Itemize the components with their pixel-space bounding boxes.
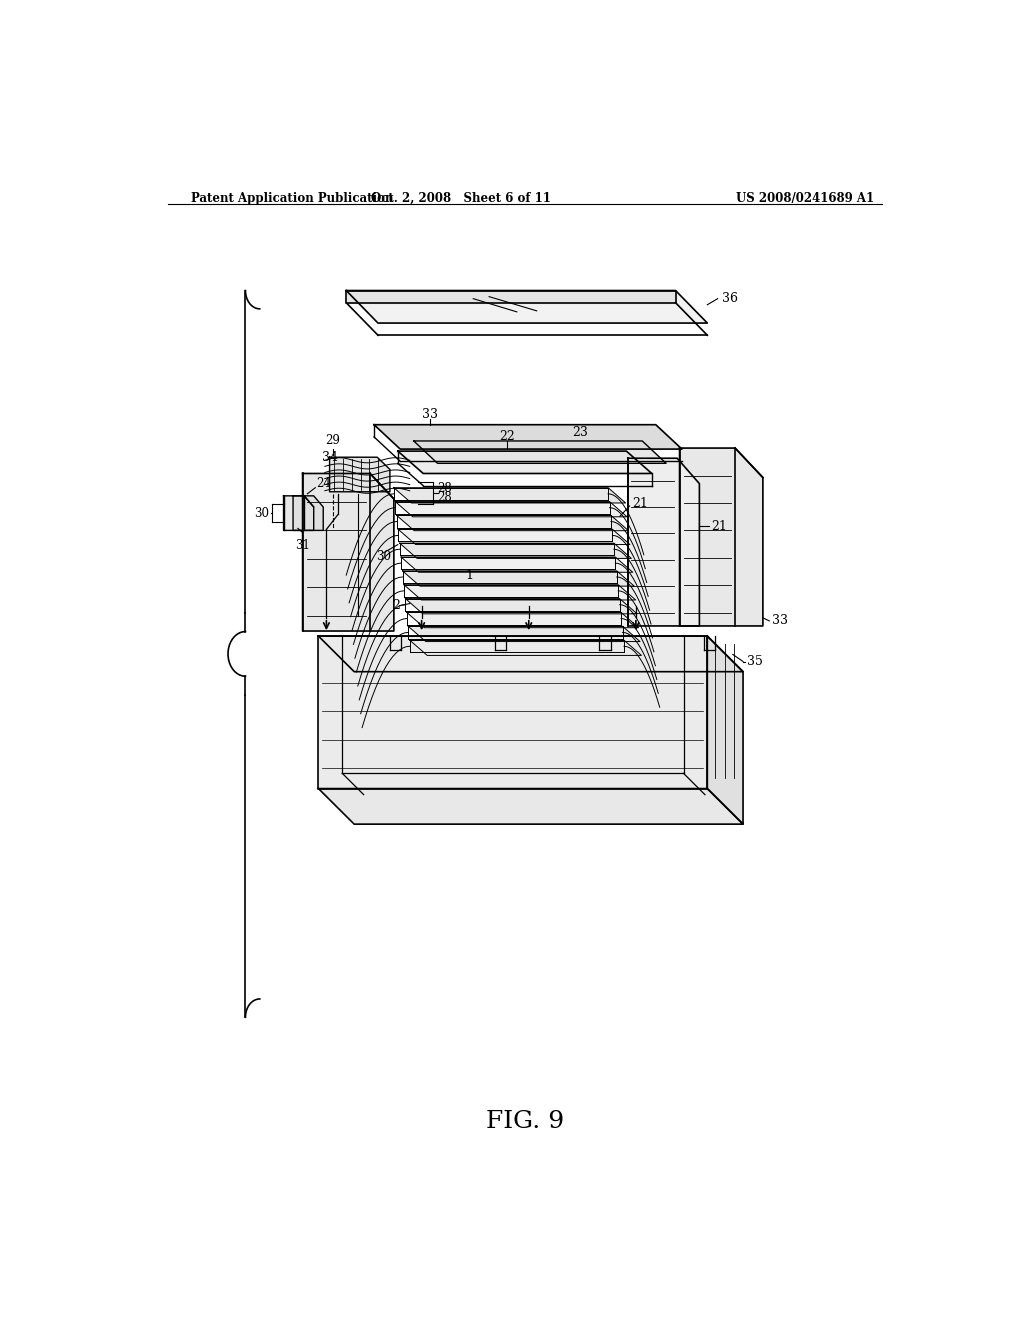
Polygon shape [402, 570, 634, 586]
Text: US 2008/0241689 A1: US 2008/0241689 A1 [736, 191, 873, 205]
Polygon shape [318, 788, 743, 824]
Polygon shape [395, 502, 627, 517]
Polygon shape [399, 543, 632, 558]
Polygon shape [403, 585, 636, 601]
Polygon shape [407, 612, 639, 628]
Polygon shape [398, 529, 630, 545]
Polygon shape [330, 457, 390, 492]
Text: 33: 33 [422, 408, 437, 421]
Polygon shape [346, 290, 708, 323]
Polygon shape [303, 474, 394, 631]
Polygon shape [293, 496, 324, 531]
Text: 29: 29 [326, 434, 340, 447]
Text: 22: 22 [500, 430, 515, 444]
Text: 33: 33 [772, 614, 788, 627]
Text: 30: 30 [376, 550, 391, 564]
Polygon shape [406, 598, 637, 614]
Text: Patent Application Publication: Patent Application Publication [191, 191, 394, 205]
Text: 24: 24 [316, 477, 331, 490]
Text: 35: 35 [748, 655, 763, 668]
Polygon shape [284, 496, 313, 531]
Polygon shape [628, 458, 699, 626]
Polygon shape [401, 557, 633, 573]
Text: 21: 21 [712, 520, 727, 533]
Text: 34: 34 [323, 450, 338, 463]
Polygon shape [410, 640, 641, 656]
Polygon shape [680, 447, 763, 626]
Text: 2: 2 [392, 599, 400, 612]
Text: 23: 23 [572, 426, 589, 440]
Text: FIG. 9: FIG. 9 [485, 1110, 564, 1134]
Text: 21: 21 [632, 498, 648, 511]
Text: 30: 30 [254, 507, 269, 520]
Polygon shape [396, 515, 629, 531]
Polygon shape [397, 451, 652, 474]
Polygon shape [414, 441, 666, 463]
Text: 28: 28 [437, 491, 453, 504]
Text: 31: 31 [295, 539, 310, 552]
Text: 36: 36 [722, 292, 737, 305]
Polygon shape [708, 636, 743, 824]
Polygon shape [318, 636, 743, 672]
Polygon shape [409, 626, 640, 642]
Text: 1: 1 [465, 569, 473, 582]
Text: 28: 28 [437, 482, 453, 495]
Polygon shape [318, 636, 708, 788]
Polygon shape [394, 487, 626, 503]
Polygon shape [374, 425, 682, 449]
Polygon shape [346, 290, 676, 302]
Text: Oct. 2, 2008   Sheet 6 of 11: Oct. 2, 2008 Sheet 6 of 11 [372, 191, 551, 205]
